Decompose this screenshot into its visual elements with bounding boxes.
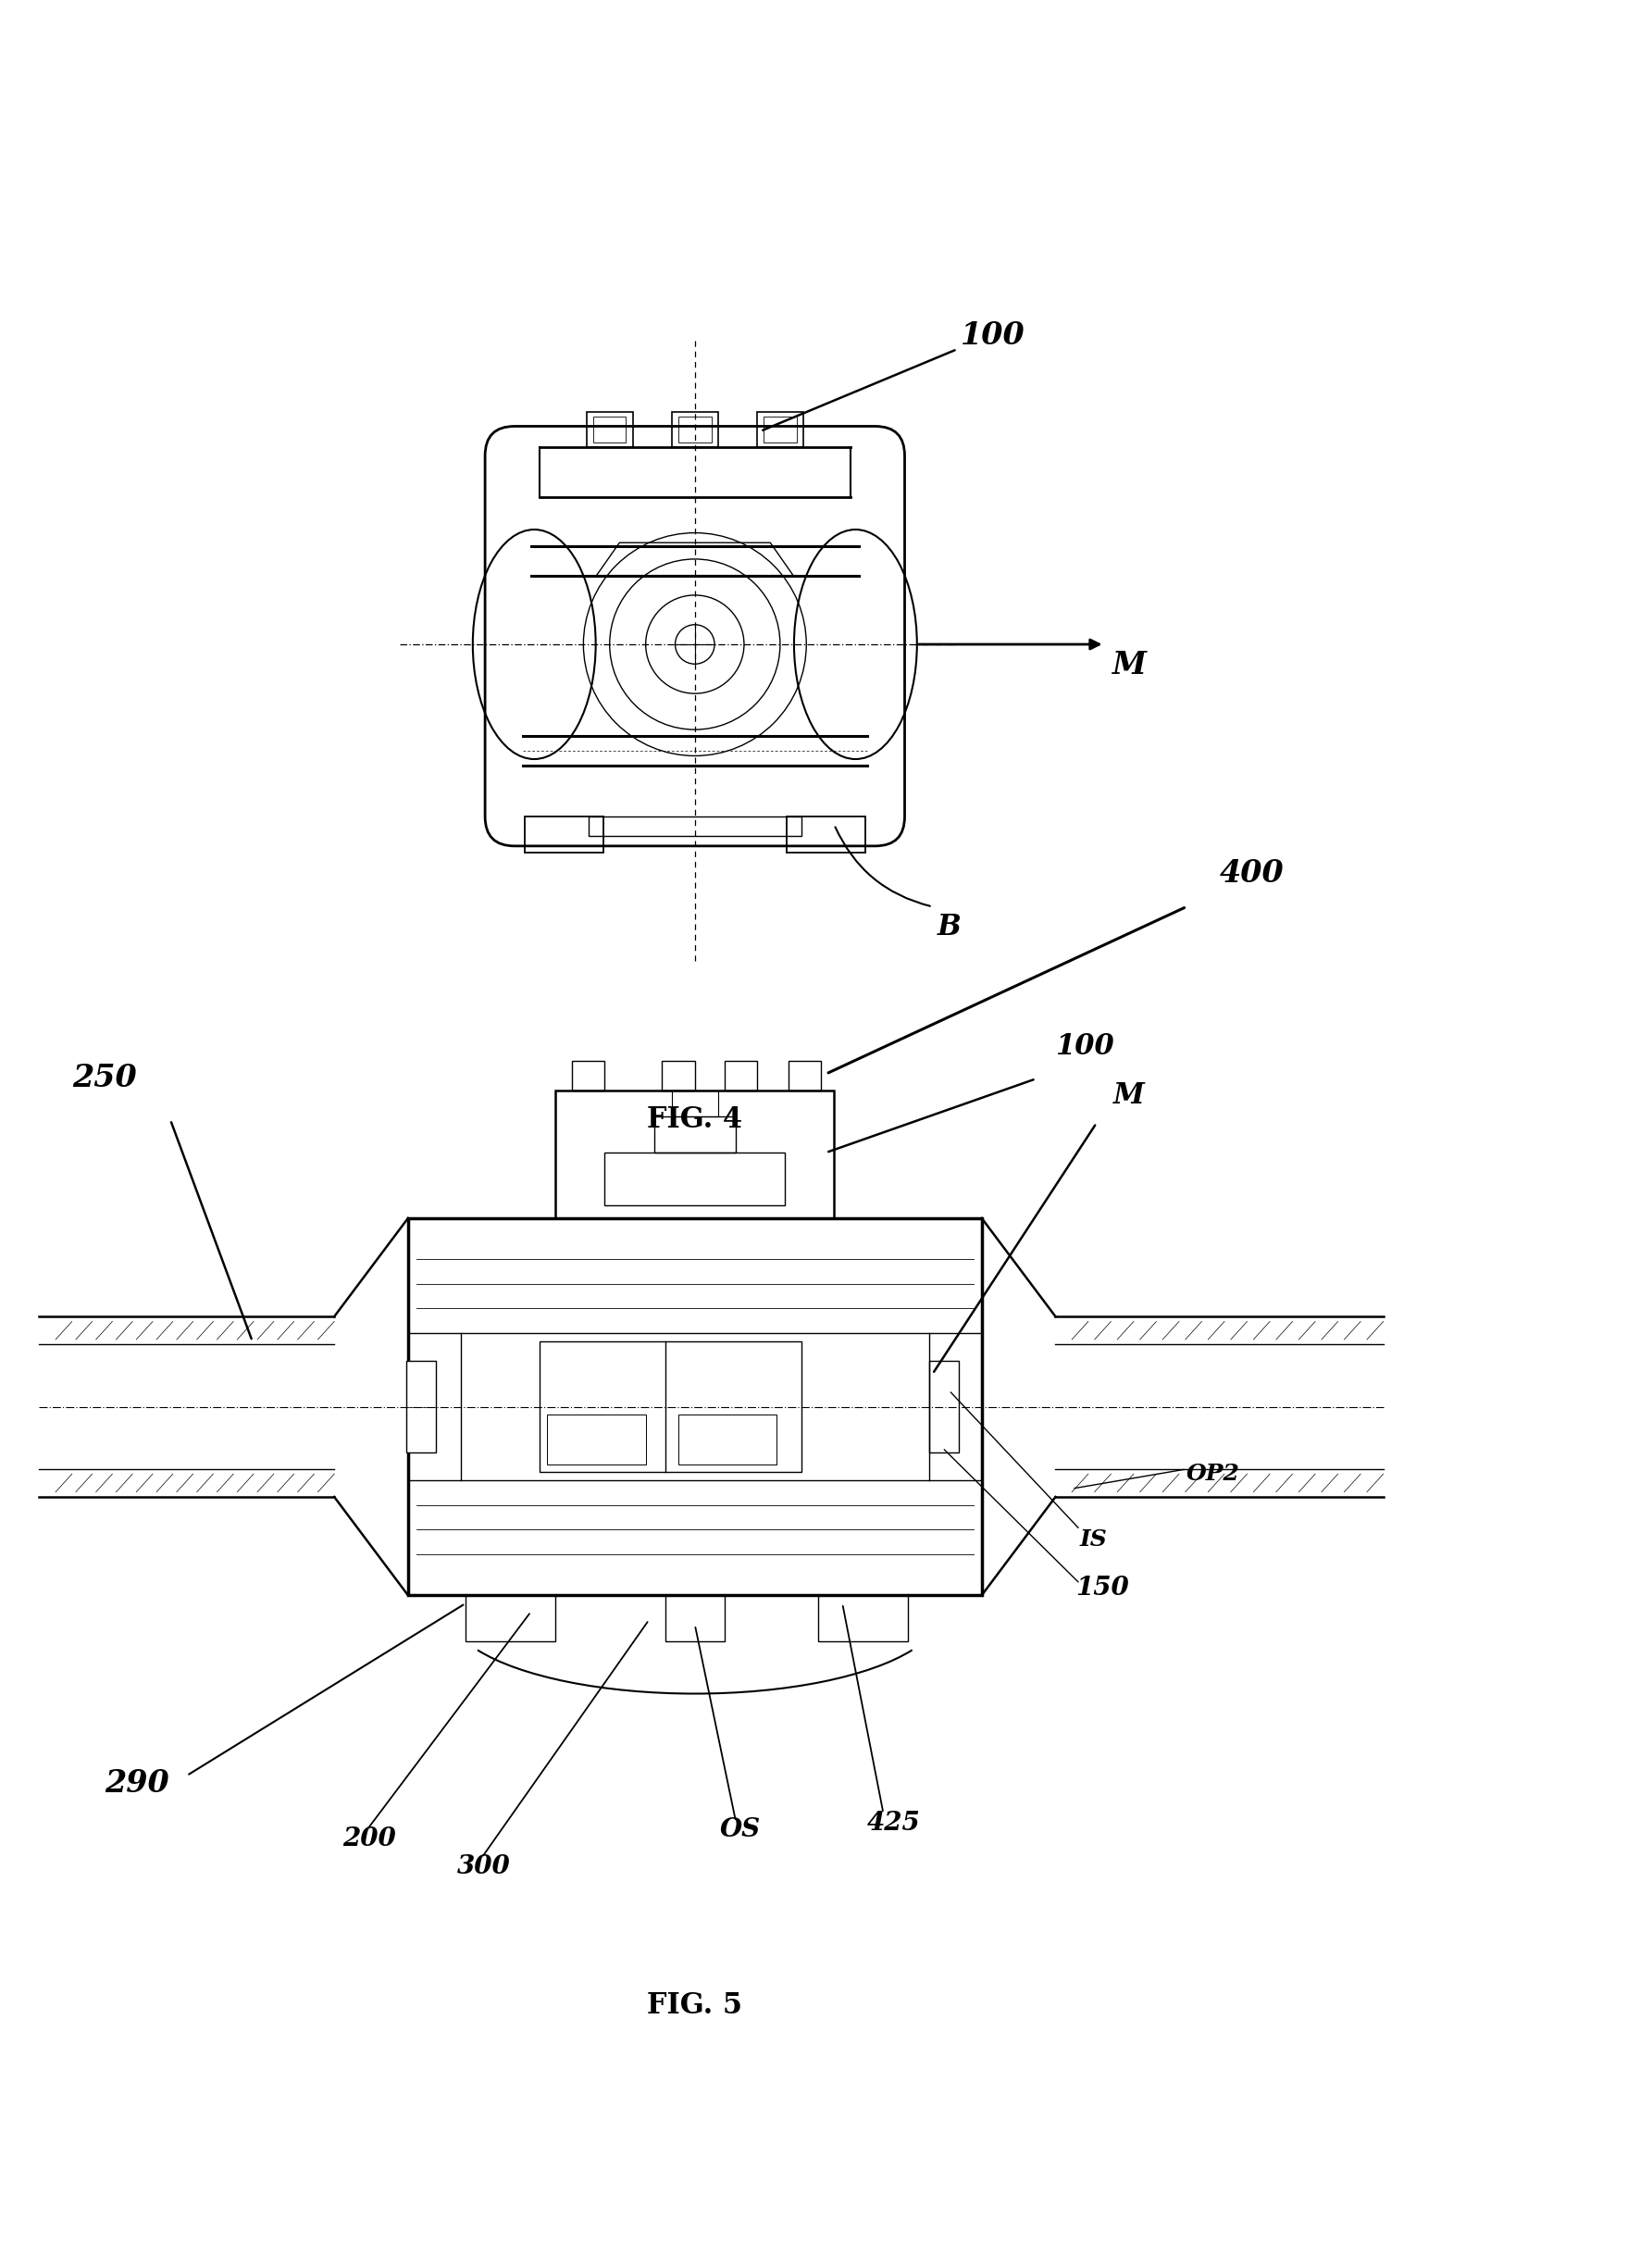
Text: OP2: OP2: [1186, 1462, 1241, 1484]
Bar: [466, 1595, 555, 1640]
Text: M: M: [1113, 1081, 1145, 1110]
Text: FIG. 5: FIG. 5: [648, 1992, 742, 2019]
Bar: [654, 1117, 735, 1153]
Bar: [679, 417, 712, 442]
Bar: [408, 1218, 981, 1595]
Text: B: B: [937, 911, 961, 941]
Text: 425: 425: [867, 1809, 920, 1836]
Text: 150: 150: [1075, 1577, 1128, 1602]
Text: IS: IS: [1080, 1530, 1107, 1550]
Bar: [788, 1060, 821, 1090]
Bar: [818, 1595, 909, 1640]
Bar: [411, 1270, 458, 1543]
Bar: [586, 411, 633, 447]
Bar: [672, 1090, 719, 1117]
Bar: [724, 1060, 757, 1090]
Bar: [672, 411, 719, 447]
Bar: [572, 1060, 605, 1090]
Text: 400: 400: [1219, 857, 1284, 889]
Bar: [588, 817, 801, 837]
Text: 290: 290: [104, 1769, 169, 1798]
Bar: [555, 1090, 834, 1218]
Text: 200: 200: [342, 1827, 396, 1852]
Bar: [411, 1543, 978, 1593]
Bar: [932, 1270, 978, 1543]
Bar: [662, 1060, 695, 1090]
Bar: [679, 1415, 776, 1464]
Text: OS: OS: [720, 1816, 760, 1841]
Bar: [547, 1415, 646, 1464]
Text: 100: 100: [1056, 1031, 1115, 1060]
Text: FIG. 4: FIG. 4: [648, 1105, 743, 1135]
Bar: [411, 1220, 978, 1270]
Bar: [524, 817, 603, 853]
Bar: [763, 417, 796, 442]
Bar: [930, 1360, 958, 1453]
Text: 100: 100: [960, 320, 1024, 350]
Bar: [757, 411, 803, 447]
Bar: [539, 1340, 801, 1473]
Text: M: M: [1113, 650, 1146, 681]
Text: 300: 300: [458, 1854, 510, 1879]
Text: 250: 250: [73, 1063, 137, 1094]
Bar: [406, 1360, 436, 1453]
Bar: [786, 817, 866, 853]
Bar: [666, 1595, 724, 1640]
Bar: [593, 417, 626, 442]
Bar: [605, 1153, 785, 1205]
